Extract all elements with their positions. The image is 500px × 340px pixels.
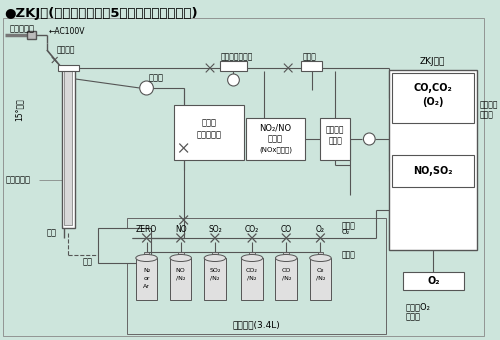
Text: 减压阀: 减压阀 bbox=[342, 251, 356, 259]
Text: ●ZKJ型(锅炉、焚烧炉的5种组分气体测量示例): ●ZKJ型(锅炉、焚烧炉的5种组分气体测量示例) bbox=[4, 7, 198, 20]
Bar bbox=[246, 118, 305, 160]
Text: /N₂: /N₂ bbox=[210, 275, 220, 280]
Bar bbox=[392, 73, 474, 123]
Text: CO: CO bbox=[280, 225, 292, 235]
Bar bbox=[301, 61, 322, 71]
Text: CO,CO₂: CO,CO₂ bbox=[414, 83, 452, 93]
Text: 高分子膜: 高分子膜 bbox=[326, 125, 344, 135]
Bar bbox=[284, 252, 289, 259]
Text: (NOx测量时): (NOx测量时) bbox=[259, 147, 292, 153]
Bar bbox=[404, 272, 464, 290]
Text: 吸气器: 吸气器 bbox=[148, 73, 164, 83]
Text: 排气: 排气 bbox=[46, 228, 56, 238]
Text: (O₂): (O₂) bbox=[422, 97, 444, 107]
Text: ZKJ主机: ZKJ主机 bbox=[420, 57, 446, 67]
Text: CO: CO bbox=[282, 268, 291, 272]
Bar bbox=[212, 252, 218, 259]
Bar bbox=[28, 31, 36, 39]
Bar bbox=[389, 70, 477, 250]
Bar bbox=[220, 61, 247, 71]
Text: 高分子膜过滤器: 高分子膜过滤器 bbox=[221, 52, 253, 62]
Text: 电磁阀: 电磁阀 bbox=[342, 221, 356, 231]
Text: NO₂/NO: NO₂/NO bbox=[260, 123, 292, 133]
Text: O₂: O₂ bbox=[342, 229, 350, 235]
Bar bbox=[310, 258, 331, 300]
Text: 转换器: 转换器 bbox=[268, 135, 283, 143]
Text: 流量计: 流量计 bbox=[303, 52, 316, 62]
Circle shape bbox=[364, 133, 375, 145]
Text: /N₂: /N₂ bbox=[282, 275, 291, 280]
Text: NO,SO₂: NO,SO₂ bbox=[413, 166, 453, 176]
Text: CO₂: CO₂ bbox=[246, 268, 258, 272]
Text: ZERO: ZERO bbox=[136, 225, 157, 235]
Bar bbox=[320, 118, 350, 160]
Ellipse shape bbox=[204, 255, 226, 261]
Text: 排水: 排水 bbox=[83, 257, 93, 267]
Text: ←AC100V: ←AC100V bbox=[49, 28, 86, 36]
Bar bbox=[204, 258, 226, 300]
Text: SO₂: SO₂ bbox=[209, 268, 220, 272]
Text: SO₂: SO₂ bbox=[208, 225, 222, 235]
Text: 气体调节器: 气体调节器 bbox=[6, 175, 31, 185]
Bar bbox=[178, 252, 184, 259]
Text: O₂: O₂ bbox=[428, 276, 440, 286]
Ellipse shape bbox=[276, 255, 297, 261]
Bar bbox=[318, 252, 324, 259]
Text: 氧化锦O₂
传感器: 氧化锦O₂ 传感器 bbox=[406, 302, 430, 321]
Text: NO: NO bbox=[176, 268, 186, 272]
Text: 电子式: 电子式 bbox=[202, 119, 216, 128]
Text: /N₂: /N₂ bbox=[176, 275, 186, 280]
Text: 15°以上: 15°以上 bbox=[15, 99, 24, 121]
Bar bbox=[127, 218, 386, 334]
Text: 气体冷凝器: 气体冷凝器 bbox=[196, 131, 222, 139]
Text: NO: NO bbox=[175, 225, 186, 235]
Bar bbox=[58, 65, 79, 71]
Bar bbox=[276, 258, 297, 300]
Text: 气体导管: 气体导管 bbox=[56, 45, 75, 54]
Ellipse shape bbox=[310, 255, 331, 261]
Bar bbox=[62, 68, 75, 228]
Bar bbox=[249, 252, 255, 259]
Text: CO₂: CO₂ bbox=[245, 225, 259, 235]
Ellipse shape bbox=[242, 255, 263, 261]
Bar bbox=[174, 105, 244, 160]
Bar bbox=[144, 252, 150, 259]
Circle shape bbox=[140, 81, 153, 95]
Text: O₂: O₂ bbox=[316, 268, 324, 272]
Bar bbox=[170, 258, 192, 300]
Bar bbox=[392, 155, 474, 187]
Bar bbox=[64, 71, 72, 225]
Bar bbox=[136, 258, 158, 300]
Text: N₂: N₂ bbox=[143, 268, 150, 272]
Circle shape bbox=[228, 74, 239, 86]
Bar bbox=[242, 258, 263, 300]
Text: or: or bbox=[144, 275, 150, 280]
Text: O₂: O₂ bbox=[316, 225, 325, 235]
Ellipse shape bbox=[136, 255, 158, 261]
Text: Ar: Ar bbox=[143, 284, 150, 289]
Text: /N₂: /N₂ bbox=[316, 275, 325, 280]
Bar bbox=[98, 228, 152, 263]
Ellipse shape bbox=[170, 255, 192, 261]
Text: 过滤器: 过滤器 bbox=[328, 136, 342, 146]
Text: 气体采样器: 气体采样器 bbox=[10, 24, 35, 33]
Text: 标准气体(3.4L): 标准气体(3.4L) bbox=[232, 320, 280, 329]
Text: /N₂: /N₂ bbox=[248, 275, 256, 280]
Text: 红外气体
分析仪: 红外气体 分析仪 bbox=[480, 100, 498, 120]
